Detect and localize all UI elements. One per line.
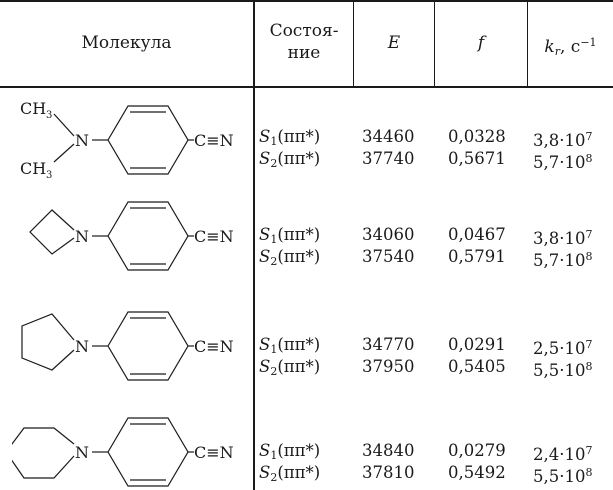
header-energy: E <box>387 33 401 53</box>
energy-cell: 37950 <box>362 357 415 376</box>
nitrogen-label: N <box>75 227 89 246</box>
rate-cell: 5,7·108 <box>533 250 593 270</box>
energy-cell: 34770 <box>362 335 415 354</box>
header-molecule: Молекула <box>81 33 172 53</box>
nitrogen-label: N <box>75 337 89 356</box>
state-cell: S2(ππ*) <box>259 149 321 170</box>
energy-cell: 34840 <box>362 441 415 460</box>
state-cell: S1(ππ*) <box>259 335 321 356</box>
column-divider-1 <box>253 0 255 490</box>
energy-cell: 34460 <box>362 127 415 146</box>
header-state-line1: Состоя- <box>269 21 339 41</box>
rate-cell: 5,5·108 <box>533 360 593 380</box>
state-cell: S1(ππ*) <box>259 225 321 246</box>
rate-cell: 5,5·108 <box>533 466 593 486</box>
oscillator-cell: 0,5405 <box>448 357 506 376</box>
nitrile-label: C≡N <box>194 337 234 356</box>
oscillator-cell: 0,5791 <box>448 247 506 266</box>
column-divider-3 <box>434 0 435 87</box>
rate-cell: 5,7·108 <box>533 152 593 172</box>
rate-cell: 3,8·107 <box>533 130 593 150</box>
rate-cell: 2,4·107 <box>533 444 593 464</box>
top-rule <box>0 0 613 2</box>
molecule-row: N C≡N S1(ππ*) S2(ππ*) 34060 37540 0,0467… <box>0 190 613 290</box>
energy-cell: 37740 <box>362 149 415 168</box>
header-rule <box>0 86 613 88</box>
nitrogen-label: N <box>75 443 89 462</box>
energy-cell: 37810 <box>362 463 415 482</box>
molecule-dimethylamino-benzonitrile: CH 3 CH 3 N C≡N <box>20 99 234 181</box>
oscillator-cell: 0,0291 <box>448 335 506 354</box>
state-cell: S2(ππ*) <box>259 357 321 378</box>
header-kr: kr, с−1 <box>544 36 597 58</box>
column-divider-4 <box>527 0 528 87</box>
state-cell: S2(ππ*) <box>259 247 321 268</box>
header-f: f <box>477 33 485 53</box>
column-divider-2 <box>353 0 354 87</box>
state-cell: S2(ππ*) <box>259 463 321 484</box>
nitrile-label: C≡N <box>194 443 234 462</box>
methyl-label: CH <box>20 159 46 178</box>
nitrogen-label: N <box>75 131 89 150</box>
methyl-label: CH <box>20 99 46 118</box>
molecule-row: N C≡N S1(ππ*) S2(ππ*) 34840 37810 0,0279… <box>0 390 613 490</box>
molecule-row: N C≡N S1(ππ*) S2(ππ*) 34770 37950 0,0291… <box>0 290 613 390</box>
molecule-row: CH 3 CH 3 N C≡N S1(ππ*) S2(ππ*) 34460 37… <box>0 88 613 188</box>
oscillator-cell: 0,0279 <box>448 441 506 460</box>
molecule-azetidinyl-benzonitrile: N C≡N <box>29 201 234 271</box>
state-cell: S1(ππ*) <box>259 127 321 148</box>
nitrile-label: C≡N <box>194 131 234 150</box>
header-state-line2: ние <box>287 43 321 63</box>
svg-text:3: 3 <box>46 110 52 121</box>
rate-cell: 2,5·107 <box>533 338 593 358</box>
energy-cell: 37540 <box>362 247 415 266</box>
svg-text:3: 3 <box>46 170 52 181</box>
header-state: Состоя- ние <box>255 20 353 64</box>
oscillator-cell: 0,0328 <box>448 127 506 146</box>
oscillator-cell: 0,5492 <box>448 463 506 482</box>
state-cell: S1(ππ*) <box>259 441 321 462</box>
molecule-piperidinyl-benzonitrile: N C≡N <box>12 417 234 487</box>
energy-cell: 34060 <box>362 225 415 244</box>
rate-cell: 3,8·107 <box>533 228 593 248</box>
oscillator-cell: 0,5671 <box>448 149 506 168</box>
molecule-pyrrolidinyl-benzonitrile: N C≡N <box>21 311 234 381</box>
nitrile-label: C≡N <box>194 227 234 246</box>
oscillator-cell: 0,0467 <box>448 225 506 244</box>
